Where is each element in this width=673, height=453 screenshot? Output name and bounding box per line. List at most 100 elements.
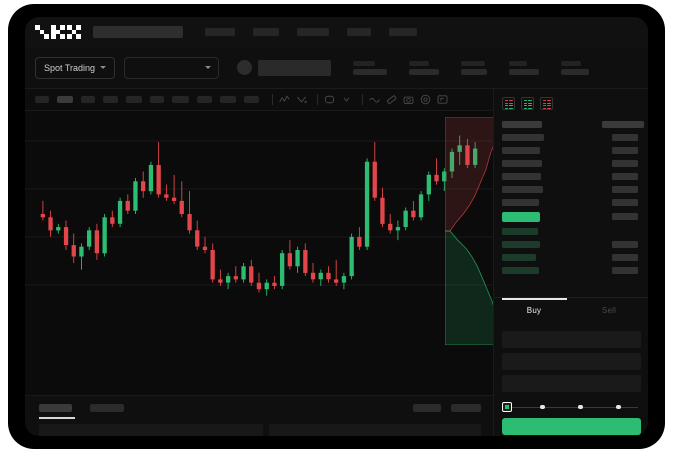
chart-toolbar: [25, 89, 648, 111]
toolbar-divider: [362, 94, 363, 105]
orderbook-ask-value: [612, 199, 638, 206]
nav-item-3[interactable]: [297, 28, 329, 36]
chevron-down-icon: [205, 66, 212, 69]
orderbook-ask-value: [612, 147, 638, 154]
orderbook-ask-row[interactable]: [502, 173, 541, 180]
ruler-icon[interactable]: [385, 93, 398, 106]
bottom-action-2[interactable]: [451, 404, 481, 412]
market-stat: [409, 60, 440, 75]
orderbook-bid-row[interactable]: [502, 228, 538, 235]
price-input-row[interactable]: [502, 331, 641, 348]
tab-open-orders[interactable]: [39, 404, 72, 412]
toolbar-divider: [272, 94, 273, 105]
market-stat: [561, 60, 590, 75]
orderbook-view-toggles: [502, 97, 553, 110]
timeframe-button-0[interactable]: [35, 96, 49, 103]
active-side-underline: [502, 298, 567, 300]
top-navigation-bar: [25, 17, 648, 47]
nav-item-1[interactable]: [205, 28, 235, 36]
slider-dot[interactable]: [616, 404, 621, 410]
timeframe-button-3[interactable]: [103, 96, 118, 103]
cursor-icon[interactable]: [295, 93, 308, 106]
orderbook-spread-value: [612, 213, 638, 220]
logo-glyph-o: [35, 25, 49, 39]
logo-glyph-k: [51, 25, 65, 39]
wave-icon[interactable]: [368, 93, 381, 106]
okx-logo[interactable]: [35, 25, 81, 39]
orderbook-ask-row[interactable]: [502, 186, 543, 193]
market-stat-label: [353, 60, 376, 66]
market-header: Spot Trading: [25, 47, 648, 89]
buy-sell-tabs: Buy Sell: [494, 297, 648, 325]
fullscreen-icon[interactable]: [436, 93, 449, 106]
orders-table-cell[interactable]: [39, 424, 263, 436]
orderbook-spread-row[interactable]: [502, 212, 540, 222]
coin-avatar: [237, 60, 253, 75]
trendline-icon[interactable]: [278, 93, 291, 106]
timeframe-selector: [35, 96, 267, 103]
chevron-down-icon[interactable]: [340, 93, 353, 106]
nav-item-4[interactable]: [347, 28, 371, 36]
settings-gear-icon[interactable]: [419, 93, 432, 106]
tab-sell[interactable]: Sell: [601, 306, 617, 315]
active-tab-underline: [39, 417, 75, 419]
amount-input-row[interactable]: [502, 353, 641, 370]
tab-buy[interactable]: Buy: [526, 306, 542, 315]
timeframe-button-5[interactable]: [150, 96, 164, 103]
slider-handle[interactable]: [502, 402, 512, 412]
timeframe-button-1[interactable]: [57, 96, 73, 103]
timeframe-button-4[interactable]: [126, 96, 142, 103]
search-input[interactable]: [93, 26, 183, 38]
market-stat: [461, 60, 488, 75]
orderbook-bid-row[interactable]: [502, 254, 536, 261]
orderbook-view-bids[interactable]: [521, 97, 534, 110]
orderbook-ask-value: [612, 134, 638, 141]
total-input-row[interactable]: [502, 375, 641, 392]
timeframe-button-9[interactable]: [244, 96, 259, 103]
market-stat-value: [409, 68, 440, 75]
spot-trading-label: Spot Trading: [44, 62, 96, 73]
orderbook-bid-row[interactable]: [502, 241, 540, 248]
market-stat-value: [561, 68, 590, 75]
market-stat: [353, 60, 388, 75]
orderbook-ask-value: [612, 186, 638, 193]
orderbook-bid-value: [612, 254, 638, 261]
spot-trading-dropdown[interactable]: Spot Trading: [35, 56, 116, 79]
timeframe-button-2[interactable]: [81, 96, 95, 103]
quantity-slider[interactable]: [502, 402, 641, 412]
trading-pair-select[interactable]: [124, 56, 220, 79]
order-book[interactable]: [494, 115, 648, 297]
bottom-action-1[interactable]: [413, 404, 441, 412]
market-stat: [509, 60, 540, 75]
timeframe-button-7[interactable]: [197, 96, 212, 103]
market-stats: [331, 60, 590, 75]
nav-items: [205, 28, 435, 36]
submit-order-button[interactable]: [502, 418, 641, 435]
orderbook-ask-row[interactable]: [502, 160, 542, 167]
orderbook-ask-row[interactable]: [502, 134, 544, 141]
timeframe-button-8[interactable]: [220, 96, 236, 103]
camera-icon[interactable]: [402, 93, 415, 106]
magnet-icon[interactable]: [323, 93, 336, 106]
orderbook-bid-row[interactable]: [502, 267, 539, 274]
orderbook-header-right: [602, 121, 644, 128]
slider-dot[interactable]: [540, 404, 545, 410]
orderbook-bid-value: [612, 267, 638, 274]
orders-table-cell[interactable]: [269, 424, 481, 436]
nav-item-2[interactable]: [253, 28, 279, 36]
orderbook-view-both[interactable]: [502, 97, 515, 110]
orderbook-bid-value: [612, 241, 638, 248]
orderbook-ask-row[interactable]: [502, 147, 540, 154]
slider-dot[interactable]: [578, 404, 583, 410]
orderbook-ask-row[interactable]: [502, 199, 539, 206]
price-chart[interactable]: [25, 111, 493, 395]
orderbook-view-asks[interactable]: [540, 97, 553, 110]
timeframe-button-6[interactable]: [172, 96, 189, 103]
market-stat-value: [353, 68, 388, 75]
market-stat-label: [409, 60, 430, 66]
tab-order-history[interactable]: [90, 404, 124, 412]
nav-item-5[interactable]: [389, 28, 417, 36]
market-stat-value: [461, 68, 488, 75]
market-stat-label: [509, 60, 528, 66]
device-frame: Spot Trading: [8, 4, 665, 449]
